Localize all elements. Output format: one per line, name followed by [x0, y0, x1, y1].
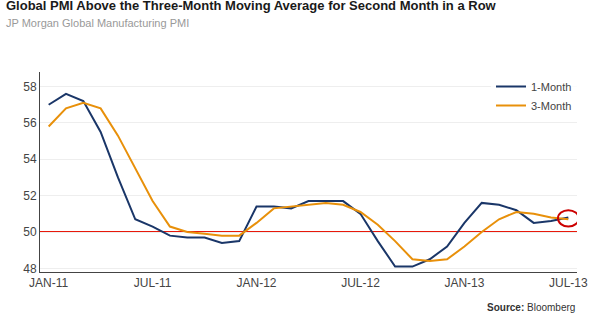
svg-text:JAN-12: JAN-12 [237, 276, 277, 290]
svg-text:1-Month: 1-Month [531, 81, 571, 93]
svg-text:54: 54 [23, 152, 37, 166]
svg-text:JUL-13: JUL-13 [549, 276, 588, 290]
svg-text:56: 56 [23, 116, 37, 130]
svg-text:JAN-13: JAN-13 [444, 276, 484, 290]
svg-text:3-Month: 3-Month [531, 100, 571, 112]
svg-text:JUL-11: JUL-11 [134, 276, 172, 290]
svg-text:Source: Bloomberg: Source: Bloomberg [487, 302, 575, 313]
svg-text:Global PMI Above the Three-Mon: Global PMI Above the Three-Month Moving … [6, 0, 497, 29]
svg-text:50: 50 [23, 225, 37, 239]
svg-text:52: 52 [23, 189, 37, 203]
svg-text:JUL-12: JUL-12 [341, 276, 380, 290]
svg-text:48: 48 [23, 262, 37, 276]
svg-text:58: 58 [23, 80, 37, 94]
svg-text:JAN-11: JAN-11 [29, 276, 68, 290]
